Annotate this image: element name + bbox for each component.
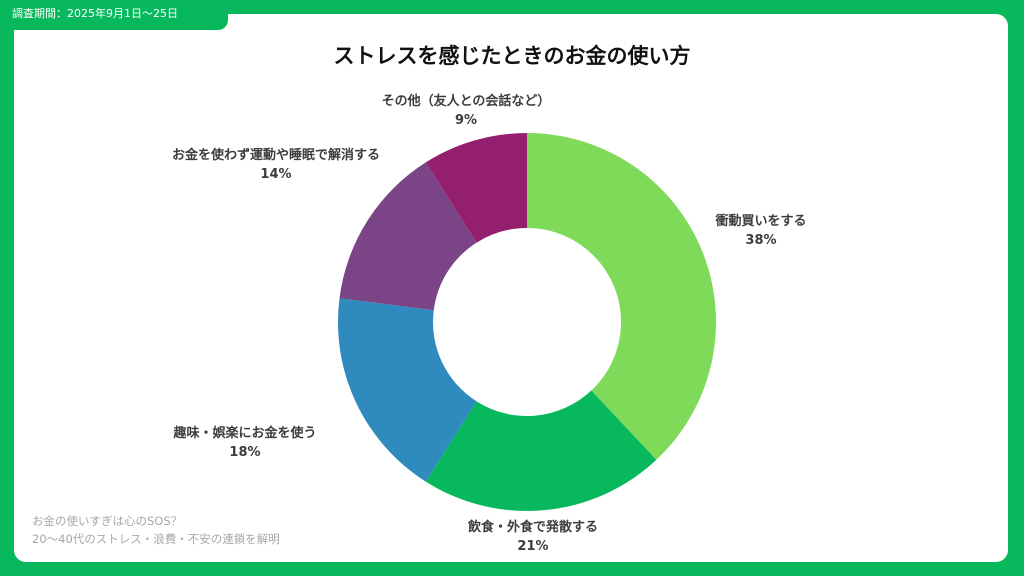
survey-period-text: 調査期間：2025年9月1日〜25日 (12, 7, 178, 20)
survey-period-tab: 調査期間：2025年9月1日〜25日 (0, 0, 228, 30)
donut-slice-impulse-buying (527, 133, 717, 460)
chart-title: ストレスを感じたときのお金の使い方 (333, 44, 691, 68)
slice-percent-text: 21% (517, 539, 549, 554)
slice-label-other: その他（友人との会話など） 9% (382, 92, 551, 130)
slice-percent-text: 9% (454, 113, 478, 128)
donut-slice-exercise-sleep (339, 162, 477, 311)
slice-label-text: 衝動買いをする (715, 214, 807, 229)
footnote-line-1: お金の使いすぎは心のSOS？ (32, 514, 183, 528)
donut-slice-hobbies (337, 298, 477, 482)
slice-label-exercise-sleep: お金を使わず運動や睡眠で解消する 14% (172, 146, 380, 184)
footnote-line-2: 20〜40代のストレス・浪費・不安の連鎖を解明 (32, 532, 280, 546)
slice-percent-text: 18% (229, 445, 261, 460)
slice-label-text: その他（友人との会話など） (381, 94, 551, 109)
slice-label-text: お金を使わず運動や睡眠で解消する (171, 148, 381, 163)
slice-label-text: 趣味・娯楽にお金を使う (173, 426, 317, 441)
slice-label-hobbies: 趣味・娯楽にお金を使う 18% (173, 424, 316, 462)
slice-label-text: 飲食・外食で発散する (467, 520, 599, 535)
donut-slice-eating-out (425, 390, 657, 512)
donut-slices (337, 133, 717, 512)
slice-label-eating-out: 飲食・外食で発散する 21% (468, 518, 598, 556)
slice-percent-text: 38% (745, 233, 777, 248)
slice-label-impulse-buying: 衝動買いをする 38% (715, 212, 806, 250)
footnote: お金の使いすぎは心のSOS？ 20〜40代のストレス・浪費・不安の連鎖を解明 (32, 512, 280, 548)
donut-slice-other (425, 133, 527, 243)
slice-percent-text: 14% (260, 167, 292, 182)
